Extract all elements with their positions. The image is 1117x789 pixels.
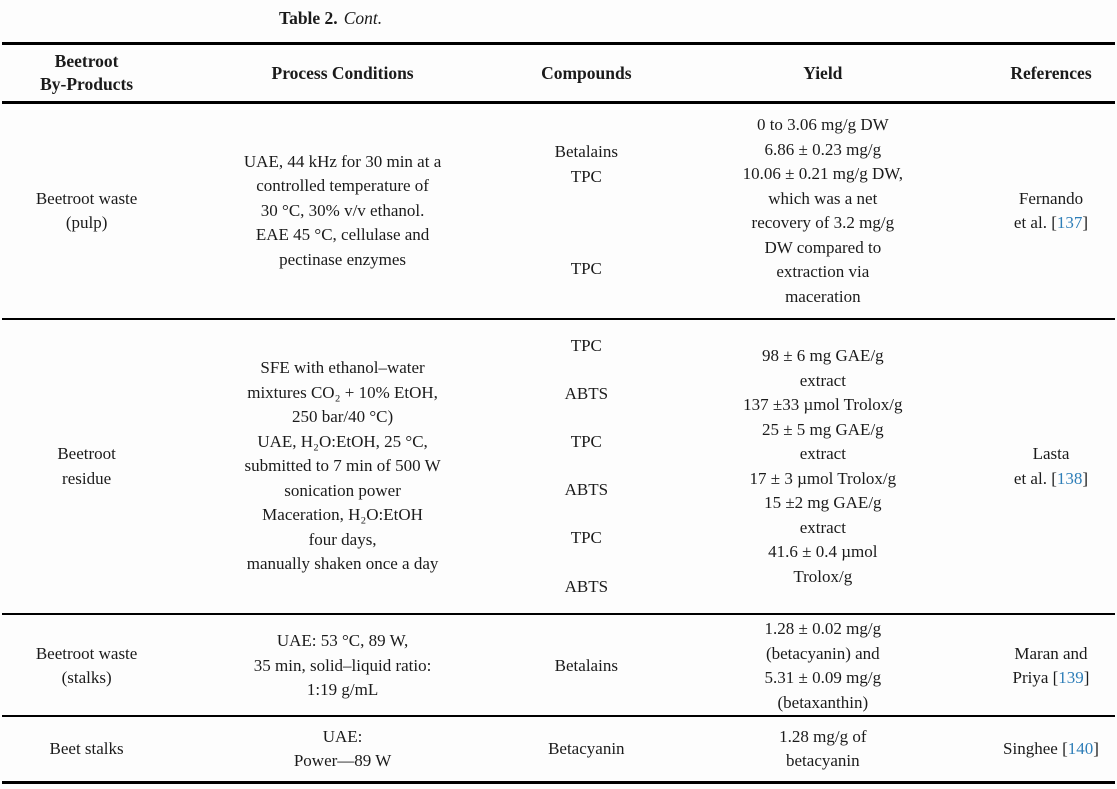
citation-link[interactable]: 140 [1067, 738, 1094, 758]
table-row-beetroot-waste-stalks: Beetroot waste (stalks) UAE: 53 °C, 89 W,… [2, 615, 1115, 717]
byproduct-cell: Beetroot waste (pulp) [35, 188, 138, 233]
process-conditions-cell: UAE: Power—89 W [293, 726, 392, 771]
table-row-beetroot-residue: Beetroot residue SFE with ethanol–water mi… [2, 320, 1115, 615]
bracket-open: [ [1051, 468, 1057, 488]
bracket-close: ] [1082, 213, 1089, 232]
bracket-open: [ [1052, 668, 1059, 687]
compound-group: Betalains [554, 655, 618, 675]
process-conditions-cell: UAE: 53 °C, 89 W, 35 min, solid–liquid ra… [253, 631, 432, 700]
reference-prefix: Priya [1012, 668, 1053, 687]
col-header-compounds: Compounds [541, 62, 632, 83]
byproduct-cell: Beet stalks [49, 738, 124, 758]
compound-group: ABTS [564, 383, 609, 403]
compounds-cell: Betalains [514, 615, 659, 717]
compounds-cell: Betacyanin [514, 717, 659, 781]
data-table: Beetroot By-Products Process Conditions C… [2, 42, 1115, 784]
reference-cell: Maran and Priya [139] [987, 615, 1115, 717]
bracket-open: [ [1062, 738, 1068, 758]
table-row-beet-stalks: Beet stalks UAE: Power—89 W Betacyanin 1.… [2, 717, 1115, 781]
col-header-yield: Yield [803, 62, 843, 83]
bracket-close: ] [1082, 468, 1089, 488]
reference-cell: Singhee [140] [987, 717, 1115, 781]
reference-author: Maran and [1014, 643, 1088, 663]
table-header-row: Beetroot By-Products Process Conditions C… [2, 45, 1115, 104]
table-row-beetroot-waste-pulp: Beetroot waste (pulp) UAE, 44 kHz for 30 … [2, 104, 1115, 320]
process-conditions-cell: SFE with ethanol–water mixtures CO₂ + 10%… [244, 358, 441, 574]
reference-prefix: et al. [1013, 468, 1052, 488]
bracket-close: ] [1083, 668, 1090, 687]
reference-prefix: et al. [1013, 213, 1052, 232]
compound-group: TPC [570, 528, 602, 548]
citation-link[interactable]: 138 [1056, 468, 1083, 488]
process-conditions-cell: UAE, 44 kHz for 30 min at a controlled te… [243, 151, 442, 269]
yield-cell: 0 to 3.06 mg/g DW 6.86 ± 0.23 mg/g 10.06 ±… [742, 115, 903, 306]
compound-group: TPC [570, 432, 602, 452]
reference-author: Lasta [1032, 444, 1070, 463]
compound-group: ABTS [564, 480, 609, 500]
compound-group: Betacyanin [548, 738, 625, 758]
reference-citation: et al. [138] [1014, 467, 1088, 492]
table-caption-label: Table 2. [279, 8, 338, 28]
compound-group: TPC [570, 335, 602, 355]
bracket-close: ] [1093, 738, 1099, 758]
col-header-process-conditions: Process Conditions [271, 62, 414, 83]
compound-group: TPC [570, 259, 602, 279]
compound-group: ABTS [564, 576, 609, 596]
citation-link[interactable]: 139 [1058, 668, 1084, 687]
yield-cell: 1.28 ± 0.02 mg/g (betacyanin) and 5.31 ± 0… [764, 619, 882, 712]
table-caption-cont: Cont. [343, 8, 383, 28]
reference-cell: Lasta et al. [138] [987, 320, 1115, 613]
reference-citation: et al. [137] [1014, 211, 1088, 236]
reference-cell: Fernando et al. [137] [987, 104, 1115, 318]
byproduct-cell: Beetroot residue [57, 444, 116, 488]
yield-cell: 1.28 mg/g of betacyanin [779, 726, 867, 771]
compound-group: Betalains TPC [554, 142, 618, 186]
compounds-cell: TPC ABTS TPC ABTS TPC ABTS [514, 320, 659, 613]
bracket-open: [ [1051, 213, 1057, 232]
compounds-cell: Betalains TPC TPC [514, 104, 659, 318]
reference-citation: Priya [139] [1012, 666, 1089, 691]
col-header-byproducts: Beetroot By-Products [40, 51, 134, 94]
table-caption: Table 2. Cont. [0, 0, 1117, 29]
col-header-references: References [1010, 62, 1092, 83]
yield-cell: 98 ± 6 mg GAE/g extract 137 ±33 µmol Trolo… [743, 346, 903, 586]
citation-link[interactable]: 137 [1056, 213, 1083, 232]
reference-prefix: Singhee [1003, 738, 1063, 758]
byproduct-cell: Beetroot waste (stalks) [35, 643, 138, 688]
reference-citation: Singhee [140] [1003, 737, 1099, 762]
reference-author: Fernando [1018, 188, 1084, 208]
